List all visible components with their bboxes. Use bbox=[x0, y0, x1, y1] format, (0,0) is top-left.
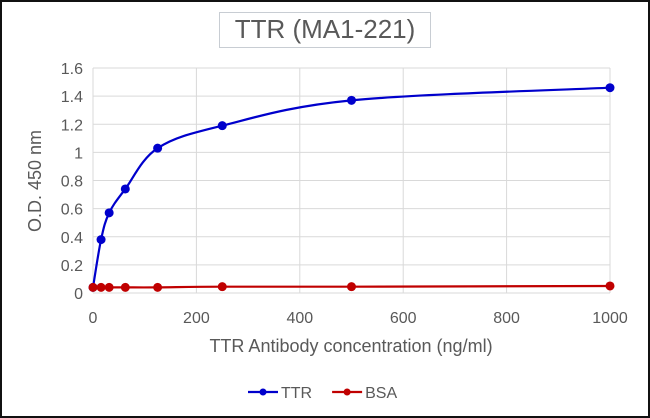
data-point bbox=[347, 95, 356, 105]
data-point bbox=[217, 282, 227, 292]
y-tick-label: 1.6 bbox=[61, 61, 83, 78]
data-point bbox=[347, 282, 356, 292]
data-point bbox=[153, 282, 163, 292]
x-tick-label: 600 bbox=[390, 310, 417, 327]
data-point bbox=[217, 121, 227, 131]
data-point bbox=[605, 281, 615, 291]
data-point bbox=[153, 143, 163, 153]
y-tick-label: 1 bbox=[74, 145, 83, 162]
chart-title: TTR (MA1-221) bbox=[219, 12, 431, 48]
x-axis-ticks: 0 200 400 600 800 1000 bbox=[89, 310, 628, 327]
series-ttr bbox=[88, 83, 615, 292]
x-tick-label: 1000 bbox=[592, 310, 628, 327]
x-tick-label: 0 bbox=[89, 310, 98, 327]
gridlines bbox=[92, 67, 611, 294]
legend-label: TTR bbox=[281, 385, 312, 402]
y-tick-label: 0.6 bbox=[61, 202, 83, 219]
legend: TTR BSA bbox=[248, 385, 397, 402]
legend-marker-icon bbox=[259, 388, 267, 396]
y-tick-label: 0 bbox=[74, 286, 83, 303]
data-point bbox=[104, 282, 114, 292]
data-point bbox=[96, 282, 106, 292]
y-tick-label: 0.4 bbox=[61, 230, 83, 247]
data-point bbox=[120, 282, 130, 292]
y-axis-ticks: 0 0.2 0.4 0.6 0.8 1 1.2 1.4 1.6 bbox=[61, 61, 83, 303]
series-line bbox=[91, 86, 611, 288]
data-point bbox=[605, 83, 615, 93]
y-tick-label: 1.4 bbox=[61, 89, 83, 106]
y-tick-label: 0.2 bbox=[61, 258, 83, 275]
y-tick-label: 1.2 bbox=[61, 117, 83, 134]
x-tick-label: 800 bbox=[493, 310, 520, 327]
legend-item-ttr: TTR bbox=[248, 385, 312, 402]
data-point bbox=[88, 282, 98, 292]
series-bsa bbox=[88, 281, 615, 292]
legend-label: BSA bbox=[365, 385, 397, 402]
x-tick-label: 200 bbox=[183, 310, 210, 327]
data-point bbox=[96, 235, 106, 245]
x-tick-label: 400 bbox=[286, 310, 313, 327]
legend-item-bsa: BSA bbox=[332, 385, 397, 402]
data-point bbox=[104, 208, 114, 218]
x-axis-label: TTR Antibody concentration (ng/ml) bbox=[209, 336, 492, 356]
legend-marker-icon bbox=[343, 388, 351, 396]
y-axis-label: O.D. 450 nm bbox=[25, 130, 45, 232]
y-tick-label: 0.8 bbox=[61, 174, 83, 191]
data-series bbox=[88, 83, 615, 292]
data-point bbox=[120, 184, 130, 194]
